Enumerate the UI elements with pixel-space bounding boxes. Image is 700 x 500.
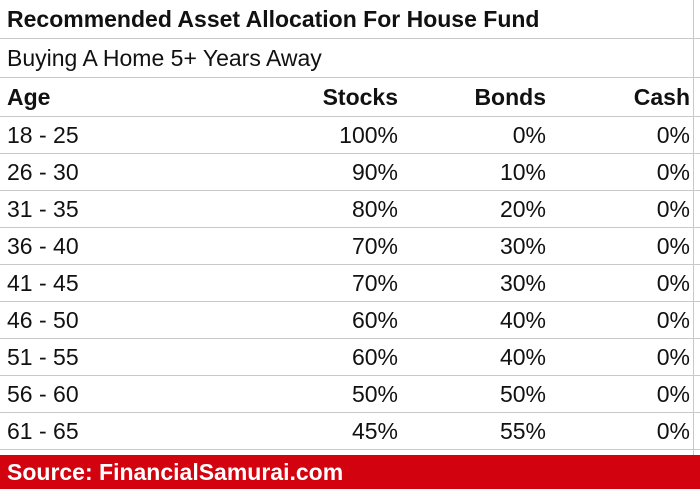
bonds-cell: 55% — [499, 417, 546, 444]
bonds-cell: 40% — [499, 343, 546, 370]
cash-cell: 0% — [656, 232, 690, 259]
table-row: 46 - 50 60% 40% 0% — [0, 302, 700, 339]
table-body: 18 - 25 100% 0% 0% 26 - 30 90% 10% 0% 31… — [0, 117, 700, 450]
cash-cell: 0% — [656, 158, 690, 185]
cash-cell: 0% — [656, 195, 690, 222]
bonds-cell: 40% — [499, 306, 546, 333]
bonds-cell: 0% — [512, 121, 546, 148]
cash-cell: 0% — [656, 417, 690, 444]
stocks-cell: 60% — [351, 343, 398, 370]
stocks-cell: 60% — [351, 306, 398, 333]
stocks-cell: 45% — [351, 417, 398, 444]
header-bonds: Bonds — [474, 83, 546, 110]
table-row: 31 - 35 80% 20% 0% — [0, 191, 700, 228]
table-subtitle: Buying A Home 5+ Years Away — [7, 44, 322, 71]
table-row: 41 - 45 70% 30% 0% — [0, 265, 700, 302]
bonds-cell: 50% — [499, 380, 546, 407]
table-subtitle-row: Buying A Home 5+ Years Away — [0, 39, 700, 78]
header-age: Age — [7, 83, 51, 110]
table-row: 51 - 55 60% 40% 0% — [0, 339, 700, 376]
age-cell: 56 - 60 — [7, 380, 79, 407]
column-header-row: Age Stocks Bonds Cash — [0, 78, 700, 117]
bonds-cell: 30% — [499, 269, 546, 296]
stocks-cell: 70% — [351, 269, 398, 296]
table-row: 36 - 40 70% 30% 0% — [0, 228, 700, 265]
cash-cell: 0% — [656, 343, 690, 370]
bonds-cell: 20% — [499, 195, 546, 222]
cash-cell: 0% — [656, 306, 690, 333]
stocks-cell: 50% — [351, 380, 398, 407]
source-text: Source: FinancialSamurai.com — [7, 458, 344, 485]
bonds-cell: 30% — [499, 232, 546, 259]
table-row: 61 - 65 45% 55% 0% — [0, 413, 700, 450]
table-row: 18 - 25 100% 0% 0% — [0, 117, 700, 154]
table-row: 26 - 30 90% 10% 0% — [0, 154, 700, 191]
table-right-border — [693, 0, 694, 455]
bonds-cell: 10% — [499, 158, 546, 185]
table-title-row: Recommended Asset Allocation For House F… — [0, 0, 700, 39]
age-cell: 36 - 40 — [7, 232, 79, 259]
header-stocks: Stocks — [322, 83, 398, 110]
table-title: Recommended Asset Allocation For House F… — [7, 5, 540, 32]
age-cell: 18 - 25 — [7, 121, 79, 148]
cash-cell: 0% — [656, 269, 690, 296]
age-cell: 61 - 65 — [7, 417, 79, 444]
stocks-cell: 70% — [351, 232, 398, 259]
stocks-cell: 90% — [351, 158, 398, 185]
header-cash: Cash — [633, 83, 690, 110]
cash-cell: 0% — [656, 380, 690, 407]
age-cell: 31 - 35 — [7, 195, 79, 222]
table-row: 56 - 60 50% 50% 0% — [0, 376, 700, 413]
age-cell: 51 - 55 — [7, 343, 79, 370]
age-cell: 26 - 30 — [7, 158, 79, 185]
stocks-cell: 80% — [351, 195, 398, 222]
stocks-cell: 100% — [339, 121, 398, 148]
age-cell: 46 - 50 — [7, 306, 79, 333]
source-bar: Source: FinancialSamurai.com — [0, 455, 700, 489]
cash-cell: 0% — [656, 121, 690, 148]
age-cell: 41 - 45 — [7, 269, 79, 296]
